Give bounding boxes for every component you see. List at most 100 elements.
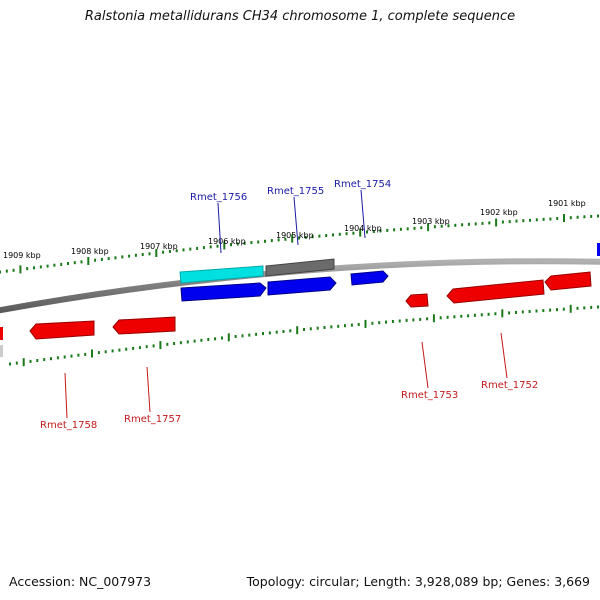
tick-minor [549, 217, 552, 221]
tick-minor [562, 307, 565, 311]
tick-minor [420, 226, 423, 230]
tick-minor [480, 313, 483, 317]
tick-minor [590, 305, 593, 309]
gene-label[interactable]: Rmet_1752 [481, 380, 538, 391]
tick-minor [230, 243, 232, 247]
gene-rmet-1753[interactable] [405, 293, 429, 308]
tick-minor [583, 306, 586, 310]
tick-minor [284, 237, 287, 241]
leader-line [500, 332, 508, 379]
tick-major [87, 257, 90, 265]
gene-arrow[interactable] [179, 265, 264, 284]
tick-minor [576, 306, 579, 310]
gene-label[interactable]: Rmet_1754 [334, 179, 391, 190]
tick-minor [372, 230, 375, 233]
tick-minor [487, 312, 490, 316]
gene-arrow[interactable] [0, 327, 3, 340]
tick-minor [501, 220, 504, 224]
gene-arrow[interactable] [180, 282, 267, 302]
gene-arrow[interactable] [350, 270, 389, 286]
tick-minor [196, 246, 199, 250]
gene-label[interactable]: Rmet_1755 [267, 186, 324, 197]
tick-minor [209, 245, 212, 249]
gene-label[interactable]: Rmet_1757 [124, 414, 181, 425]
tick-minor [521, 310, 524, 314]
tick-minor [447, 224, 450, 228]
tick-minor [100, 257, 103, 261]
gene-rmet-1754[interactable] [350, 270, 389, 286]
tick-minor [357, 323, 360, 326]
gene-arrow[interactable] [0, 345, 3, 357]
gene-rmet-1755[interactable] [265, 258, 335, 277]
leader-line [64, 372, 68, 419]
tick-minor [467, 222, 470, 226]
tick-minor [134, 253, 137, 257]
tick-minor [94, 258, 97, 262]
gene-arrow[interactable] [265, 258, 335, 277]
gene-label[interactable]: Rmet_1753 [401, 390, 458, 401]
gene-arrow[interactable] [267, 276, 337, 296]
tick-major [501, 309, 504, 318]
tick-minor [289, 329, 292, 333]
tick-minor [148, 252, 151, 256]
tick-minor [352, 231, 355, 235]
tick-minor [405, 318, 408, 322]
tick-minor [56, 356, 59, 360]
tick-minor [29, 359, 32, 363]
gene-arrow[interactable] [544, 271, 592, 291]
tick-label: 1907 kbp [140, 242, 178, 251]
gene-forward-edge[interactable] [597, 243, 600, 256]
gene-rmet-1752[interactable] [446, 279, 545, 304]
tick-minor [207, 338, 210, 341]
tick-minor [255, 332, 258, 336]
tick-minor [542, 217, 545, 221]
gene-label[interactable]: Rmet_1758 [40, 420, 97, 431]
tick-major [427, 223, 430, 232]
tick-minor [175, 249, 178, 253]
tick-minor [378, 321, 381, 325]
tick-label: 1903 kbp [412, 217, 450, 226]
tick-minor [193, 339, 196, 343]
tick-minor [556, 217, 559, 220]
gene-forward-1[interactable] [180, 282, 267, 302]
tick-minor [508, 311, 511, 315]
gene-rmet-1758[interactable] [29, 320, 95, 340]
tick-minor [173, 342, 176, 345]
leader-line [217, 202, 222, 254]
tick-major [227, 333, 230, 342]
tick-minor [481, 221, 484, 225]
tick-minor [111, 349, 114, 353]
gene-reverse-left-edge[interactable] [0, 327, 3, 357]
tick-minor [311, 235, 314, 239]
gene-label[interactable]: Rmet_1756 [190, 192, 247, 203]
gene-arrow[interactable] [597, 243, 600, 256]
tick-minor [460, 314, 463, 318]
leader-line [421, 341, 429, 389]
gene-arrow[interactable] [405, 293, 429, 308]
tick-minor [248, 333, 251, 337]
tick-minor [350, 323, 353, 327]
tick-label: 1901 kbp [548, 199, 586, 208]
tick-major [432, 314, 435, 323]
gene-reverse-edge[interactable] [544, 271, 592, 291]
tick-label: 1904 kbp [344, 224, 382, 233]
tick-minor [337, 324, 340, 328]
gene-arrow[interactable] [112, 316, 176, 335]
tick-major [91, 349, 93, 358]
tick-major [22, 358, 25, 367]
tick-minor [118, 348, 121, 352]
tick-minor [318, 234, 321, 238]
tick-minor [36, 359, 39, 362]
gene-arrow[interactable] [446, 279, 545, 304]
gene-rmet-1756[interactable] [179, 265, 264, 284]
gene-arrow[interactable] [29, 320, 95, 340]
tick-minor [0, 270, 1, 274]
tick-minor [166, 342, 169, 346]
tick-label: 1908 kbp [71, 247, 109, 256]
tick-minor [145, 345, 148, 349]
tick-minor [234, 335, 237, 338]
gene-forward-2[interactable] [267, 276, 337, 296]
gene-rmet-1757[interactable] [112, 316, 176, 335]
tick-minor [569, 216, 572, 220]
tick-minor [338, 232, 341, 236]
